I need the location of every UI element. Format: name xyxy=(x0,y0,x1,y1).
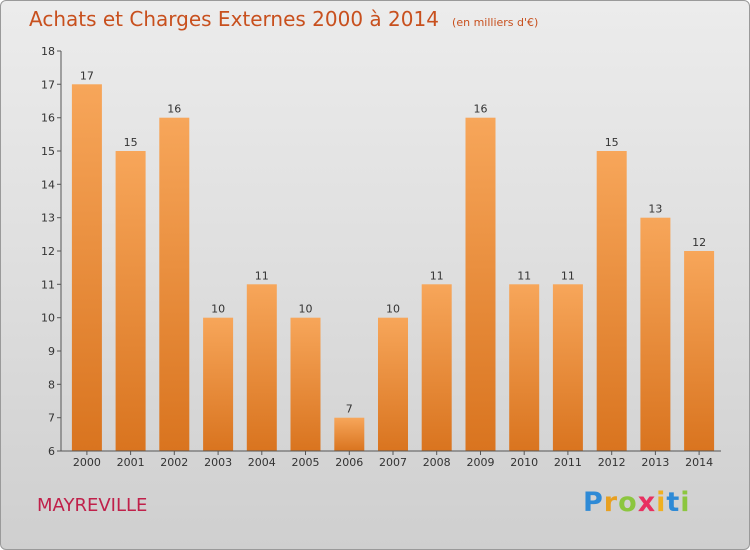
y-tick-label-11: 11 xyxy=(41,278,55,291)
bar-2012 xyxy=(596,151,627,451)
bar-2003 xyxy=(203,317,234,451)
commune-name: MAYREVILLE xyxy=(37,495,148,516)
bars-group xyxy=(71,84,715,452)
value-label-2010: 11 xyxy=(517,269,531,282)
y-axis: 6 7 8 9 10 11 12 13 14 15 16 17 18 xyxy=(41,45,62,458)
value-label-2006: 7 xyxy=(346,403,353,416)
value-label-2014: 12 xyxy=(692,236,706,249)
y-tick-label-15: 15 xyxy=(41,145,55,158)
x-tick-label-2009: 2009 xyxy=(467,456,495,469)
x-tick-label-2006: 2006 xyxy=(335,456,363,469)
value-label-2004: 11 xyxy=(255,269,269,282)
x-axis: 2000 2001 2002 2003 2004 2005 2006 2007 2008 2009… xyxy=(61,450,721,469)
x-tick-label-2003: 2003 xyxy=(204,456,232,469)
bar-2008 xyxy=(421,284,452,451)
value-label-2009: 16 xyxy=(474,103,488,116)
logo-letter: i xyxy=(680,487,691,518)
x-tick-label-2001: 2001 xyxy=(117,456,145,469)
bar-2005 xyxy=(290,317,321,451)
y-tick-label-6: 6 xyxy=(48,445,55,458)
x-tick-label-2007: 2007 xyxy=(379,456,407,469)
x-tick-label-2013: 2013 xyxy=(641,456,669,469)
y-tick-label-12: 12 xyxy=(41,245,55,258)
logo-letter: i xyxy=(656,487,667,518)
bar-2000 xyxy=(71,84,102,452)
value-label-2003: 10 xyxy=(211,303,225,316)
x-tick-label-2014: 2014 xyxy=(685,456,713,469)
y-tick-label-10: 10 xyxy=(41,312,55,325)
value-label-2005: 10 xyxy=(299,303,313,316)
x-tick-label-2002: 2002 xyxy=(160,456,188,469)
y-tick-label-13: 13 xyxy=(41,212,55,225)
x-tick-label-2004: 2004 xyxy=(248,456,276,469)
logo-letter: o xyxy=(618,487,638,518)
value-label-2012: 15 xyxy=(605,136,619,149)
y-tick-label-14: 14 xyxy=(41,178,55,191)
value-labels-group: 17 15 16 10 11 10 7 10 11 16 11 11 15 13 12 xyxy=(80,69,706,415)
y-tick-label-8: 8 xyxy=(48,378,55,391)
chart-title-group: Achats et Charges Externes 2000 à 2014 (… xyxy=(29,7,538,31)
y-tick-label-16: 16 xyxy=(41,112,55,125)
proxiti-logo: Proxiti xyxy=(583,487,691,518)
bar-2011 xyxy=(552,284,583,451)
bar-2007 xyxy=(378,317,408,451)
logo-letter: x xyxy=(637,487,657,518)
value-label-2001: 15 xyxy=(124,136,138,149)
value-label-2002: 16 xyxy=(167,103,181,116)
x-tick-label-2008: 2008 xyxy=(423,456,451,469)
x-tick-label-2012: 2012 xyxy=(598,456,626,469)
logo-letter: P xyxy=(583,487,604,518)
value-label-2007: 10 xyxy=(386,303,400,316)
bar-2014 xyxy=(684,251,715,451)
value-label-2000: 17 xyxy=(80,69,94,82)
logo-letter: t xyxy=(666,487,681,518)
bar-2001 xyxy=(115,151,146,451)
x-tick-label-2000: 2000 xyxy=(73,456,101,469)
logo-letter: r xyxy=(603,487,619,518)
bar-2006 xyxy=(334,417,365,451)
value-label-2011: 11 xyxy=(561,269,575,282)
bar-2004 xyxy=(246,284,277,451)
value-label-2008: 11 xyxy=(430,269,444,282)
x-tick-label-2005: 2005 xyxy=(292,456,320,469)
x-tick-label-2011: 2011 xyxy=(554,456,582,469)
y-tick-label-17: 17 xyxy=(41,78,55,91)
bar-2013 xyxy=(640,217,671,451)
chart-title: Achats et Charges Externes 2000 à 2014 xyxy=(29,7,439,31)
y-tick-label-9: 9 xyxy=(48,345,55,358)
bar-2002 xyxy=(159,117,190,451)
bar-2010 xyxy=(509,284,540,451)
value-label-2013: 13 xyxy=(648,203,662,216)
y-tick-label-7: 7 xyxy=(48,412,55,425)
bar-2009 xyxy=(465,117,496,451)
y-tick-label-18: 18 xyxy=(41,45,55,58)
x-tick-label-2010: 2010 xyxy=(510,456,538,469)
chart-subtitle: (en milliers d'€) xyxy=(452,16,539,29)
